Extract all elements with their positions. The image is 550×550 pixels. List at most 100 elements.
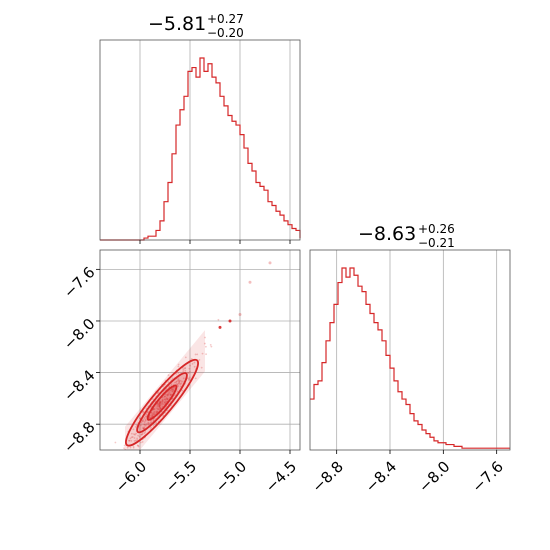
outlier-point xyxy=(268,261,272,265)
scatter-point xyxy=(161,402,164,405)
y-tick-label-0: −7.6 xyxy=(60,263,98,301)
scatter-point xyxy=(148,422,151,425)
scatter-point xyxy=(143,427,145,430)
scatter-point xyxy=(132,445,135,448)
scatter-point xyxy=(143,421,146,423)
scatter-point xyxy=(152,398,154,401)
scatter-point xyxy=(118,459,120,461)
x-tick-label-0: −6.0 xyxy=(112,458,150,496)
scatter-point xyxy=(157,408,159,411)
scatter-point xyxy=(177,372,180,374)
scatter-point xyxy=(171,387,174,390)
hist2-tick-label-2: −8.0 xyxy=(415,458,453,496)
scatter-point xyxy=(158,400,161,403)
scatter-point xyxy=(181,389,184,392)
contour-level-0 xyxy=(125,358,199,447)
scatter-point xyxy=(176,383,178,385)
scatter-point xyxy=(142,427,144,429)
scatter-point xyxy=(153,413,155,416)
scatter-point xyxy=(149,416,152,419)
scatter-point xyxy=(164,411,167,414)
scatter-point xyxy=(196,353,199,356)
scatter-point xyxy=(130,432,133,435)
scatter-point xyxy=(137,444,140,447)
scatter-point xyxy=(143,432,146,435)
histogram-panel-2: −8.8 −8.4 −8.0 −7.6 xyxy=(308,249,511,496)
scatter-point xyxy=(128,439,131,442)
scatter-point xyxy=(179,385,182,388)
scatter-point xyxy=(179,383,182,385)
scatter-point xyxy=(114,441,117,444)
scatter-point xyxy=(145,423,148,426)
scatter-point xyxy=(188,376,191,379)
scatter-point xyxy=(166,393,169,396)
scatter-point xyxy=(141,411,144,414)
scatter-point xyxy=(204,336,206,339)
density-content xyxy=(100,250,300,483)
scatter-point xyxy=(177,363,180,366)
scatter-point xyxy=(165,397,168,399)
scatter-point xyxy=(143,417,146,419)
scatter-point xyxy=(178,379,181,382)
scatter-point xyxy=(177,385,180,388)
scatter-point xyxy=(163,401,166,404)
outlier-point xyxy=(228,319,232,323)
scatter-point xyxy=(203,342,206,345)
hist2-title-median: −8.63 xyxy=(358,223,416,245)
scatter-point xyxy=(177,378,180,381)
scatter-point xyxy=(139,441,142,444)
contour-level-2 xyxy=(146,384,178,421)
scatter-point xyxy=(161,400,164,403)
scatter-point xyxy=(101,481,103,483)
scatter-point xyxy=(177,365,180,368)
scatter-point xyxy=(146,411,149,414)
scatter-point xyxy=(137,445,140,448)
hist2-frame xyxy=(309,249,511,451)
scatter-point xyxy=(120,454,122,456)
scatter-point xyxy=(152,424,155,427)
scatter-point xyxy=(217,318,220,321)
scatter-point xyxy=(141,433,144,436)
scatter-point xyxy=(168,385,171,388)
scatter-point xyxy=(178,381,181,384)
scatter-point xyxy=(172,388,174,391)
scatter-point xyxy=(159,407,162,410)
scatter-point xyxy=(156,403,159,406)
scatter-point xyxy=(152,414,154,417)
scatter-point xyxy=(161,400,164,403)
scatter-point xyxy=(158,405,161,408)
scatter-point xyxy=(136,439,139,441)
scatter-point xyxy=(140,433,143,436)
scatter-point xyxy=(172,390,174,393)
scatter-point xyxy=(147,423,150,426)
scatter-point xyxy=(191,362,194,365)
scatter-point xyxy=(143,423,146,426)
scatter-point xyxy=(158,401,161,404)
scatter-point xyxy=(145,415,148,418)
scatter-point xyxy=(146,410,149,413)
scatter-point xyxy=(169,393,172,396)
scatter-point xyxy=(128,439,131,442)
scatter-point xyxy=(163,401,166,404)
scatter-point xyxy=(178,380,181,383)
scatter-point xyxy=(123,447,126,450)
scatter-point xyxy=(159,402,162,405)
scatter-point xyxy=(153,411,155,414)
scatter-point xyxy=(184,367,187,369)
scatter-point xyxy=(172,389,175,392)
scatter-point xyxy=(171,377,174,380)
scatter-point xyxy=(170,383,173,386)
scatter-point xyxy=(135,432,137,435)
scatter-point xyxy=(129,437,132,440)
scatter-point xyxy=(156,411,159,413)
scatter-point xyxy=(142,419,145,421)
scatter-point xyxy=(134,433,136,436)
scatter-point xyxy=(136,444,139,447)
scatter-point xyxy=(171,388,174,391)
scatter-point xyxy=(167,394,170,397)
scatter-point xyxy=(158,402,161,405)
scatter-point xyxy=(159,401,162,403)
scatter-point xyxy=(132,428,135,431)
scatter-point xyxy=(112,456,114,458)
scatter-point xyxy=(159,400,162,403)
